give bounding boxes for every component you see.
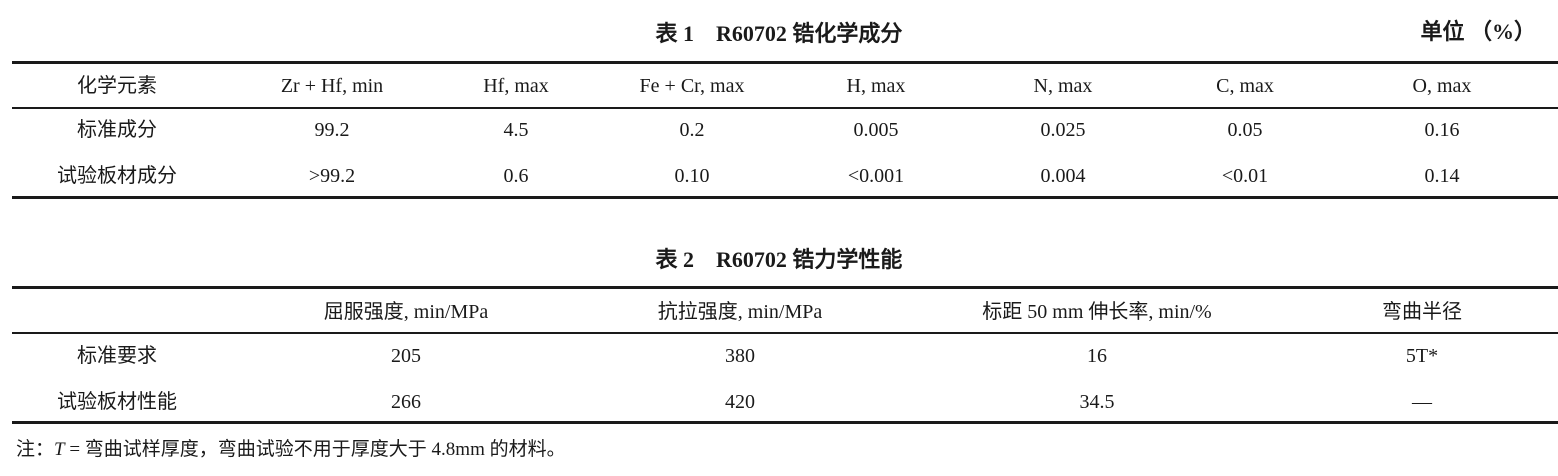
- table-cell: 4.5: [503, 119, 529, 141]
- table-cell: 0.16: [1424, 119, 1460, 141]
- table-cell: 标准要求: [77, 345, 157, 367]
- table-cell: 0.025: [1040, 119, 1086, 141]
- table-cell: —: [1412, 391, 1432, 413]
- table-cell: N, max: [1033, 75, 1093, 97]
- table-cell: 屈服强度, min/MPa: [323, 301, 489, 323]
- table1-bottom-rule: [12, 196, 1558, 199]
- table2-top-rule: [12, 286, 1558, 289]
- note-text: = 弯曲试样厚度，弯曲试验不用于厚度大于 4.8mm 的材料。: [64, 439, 566, 460]
- table-row: 标准要求 205 380 16 5T*: [0, 341, 1558, 371]
- table-cell: Fe + Cr, max: [639, 75, 745, 97]
- table-cell: 420: [725, 391, 755, 413]
- table1-header-rule: [12, 107, 1558, 109]
- table1-header-row: 化学元素 Zr + Hf, min Hf, max Fe + Cr, max H, ma…: [0, 71, 1558, 101]
- table-cell: 16: [1087, 345, 1107, 367]
- table-cell: 0.14: [1424, 165, 1460, 187]
- table-cell: Zr + Hf, min: [280, 75, 384, 97]
- table1-top-rule: [12, 61, 1558, 64]
- table-row: 标准成分 99.2 4.5 0.2 0.005 0.025 0.05 0.16: [0, 115, 1558, 145]
- table-cell: 0.2: [679, 119, 705, 141]
- note-prefix: 注：: [16, 439, 55, 460]
- table-cell: 99.2: [314, 119, 350, 141]
- table-cell: O, max: [1412, 75, 1472, 97]
- table-cell: H, max: [846, 75, 906, 97]
- table-cell: 0.05: [1227, 119, 1263, 141]
- table-cell: 试验板材性能: [57, 391, 177, 413]
- table-cell: 0.004: [1040, 165, 1086, 187]
- table-cell: >99.2: [308, 165, 356, 187]
- table-cell: <0.01: [1221, 165, 1269, 187]
- table-row: 试验板材成分 >99.2 0.6 0.10 <0.001 0.004 <0.01 0.14: [0, 161, 1558, 191]
- table-cell: 266: [391, 391, 421, 413]
- table-cell: Hf, max: [483, 75, 549, 97]
- table-cell: 205: [391, 345, 421, 367]
- table-cell: 试验板材成分: [57, 165, 177, 187]
- footnote: 注：T = 弯曲试样厚度，弯曲试验不用于厚度大于 4.8mm 的材料。: [16, 434, 566, 461]
- table-cell: 380: [725, 345, 755, 367]
- table-cell: 5T*: [1405, 345, 1439, 367]
- table-cell: 化学元素: [77, 75, 157, 97]
- table1-unit: 单位 （%）: [1420, 19, 1536, 44]
- table-cell: 抗拉强度, min/MPa: [657, 301, 823, 323]
- table-cell: 34.5: [1079, 391, 1115, 413]
- table-cell: 0.6: [503, 165, 529, 187]
- table-cell: 0.10: [674, 165, 710, 187]
- table2-bottom-rule: [12, 421, 1558, 424]
- table2-header-row: 屈服强度, min/MPa 抗拉强度, min/MPa 标距 50 mm 伸长率, …: [0, 297, 1558, 327]
- table-cell: 0.005: [853, 119, 899, 141]
- table1-title: 表 1 R60702 锆化学成分: [655, 21, 903, 46]
- table-row: 试验板材性能 266 420 34.5 —: [0, 387, 1558, 417]
- table-cell: <0.001: [847, 165, 905, 187]
- table-cell: 标准成分: [77, 119, 157, 141]
- table-cell: 标距 50 mm 伸长率, min/%: [982, 301, 1212, 323]
- table2-header-rule: [12, 332, 1558, 334]
- note-symbol: T: [54, 439, 65, 460]
- table-cell: C, max: [1216, 75, 1274, 97]
- table-cell: 弯曲半径: [1382, 301, 1462, 323]
- table2-title: 表 2 R60702 锆力学性能: [655, 247, 903, 272]
